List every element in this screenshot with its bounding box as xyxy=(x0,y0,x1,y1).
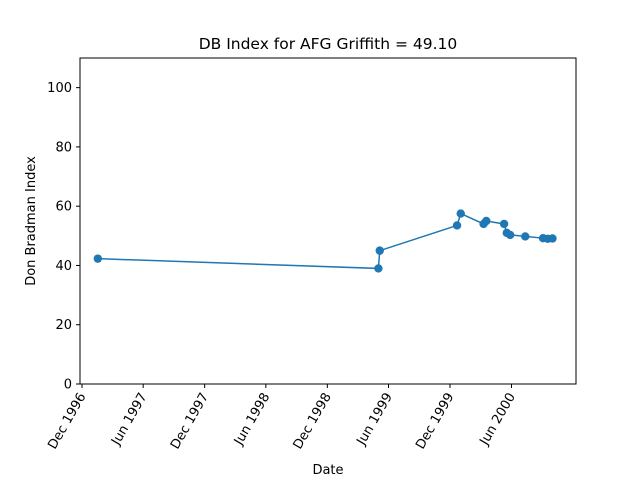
data-point xyxy=(93,254,103,263)
y-tick-label: 20 xyxy=(55,318,72,333)
data-point xyxy=(499,219,509,229)
data-point xyxy=(548,234,557,243)
y-axis: 0 20 40 60 80 100 xyxy=(47,81,80,393)
data-point xyxy=(452,221,462,230)
x-tick-label: Dec 1997 xyxy=(168,391,212,453)
data-point xyxy=(482,216,491,226)
data-point xyxy=(374,264,383,273)
data-point xyxy=(521,232,530,241)
x-tick-label: Jun 1999 xyxy=(354,391,396,449)
y-tick-label: 60 xyxy=(55,200,72,215)
data-point xyxy=(505,230,515,240)
x-tick-label: Jun 2000 xyxy=(477,391,519,449)
y-axis-label: Don Bradman Index xyxy=(24,156,39,286)
y-tick-label: 100 xyxy=(47,81,72,96)
x-tick-label: Dec 1996 xyxy=(45,391,89,453)
chart-title: DB Index for AFG Griffith = 49.10 xyxy=(199,35,458,53)
y-tick-label: 80 xyxy=(55,140,72,155)
plot-area xyxy=(79,57,577,385)
x-tick-label: Jun 1997 xyxy=(108,391,150,449)
data-point xyxy=(456,209,465,218)
x-axis: Dec 1996 Jun 1997 Dec 1997 Jun 1998 Dec 1998… xyxy=(45,384,519,452)
x-tick-label: Dec 1998 xyxy=(291,391,335,453)
y-tick-label: 40 xyxy=(55,259,72,274)
x-axis-label: Date xyxy=(312,463,343,478)
x-tick-label: Jun 1998 xyxy=(231,391,273,449)
y-tick-label: 0 xyxy=(64,378,72,393)
x-tick-label: Dec 1999 xyxy=(413,391,457,453)
plot-frame xyxy=(79,57,577,385)
series-layer xyxy=(93,209,557,273)
data-point xyxy=(375,246,384,255)
